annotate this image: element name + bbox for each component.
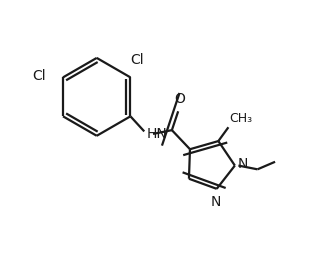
Text: N: N xyxy=(210,195,221,209)
Text: O: O xyxy=(175,92,186,106)
Text: HN: HN xyxy=(147,127,167,141)
Text: CH₃: CH₃ xyxy=(230,112,253,125)
Text: Cl: Cl xyxy=(32,69,45,83)
Text: N: N xyxy=(238,157,248,171)
Text: Cl: Cl xyxy=(130,53,144,67)
